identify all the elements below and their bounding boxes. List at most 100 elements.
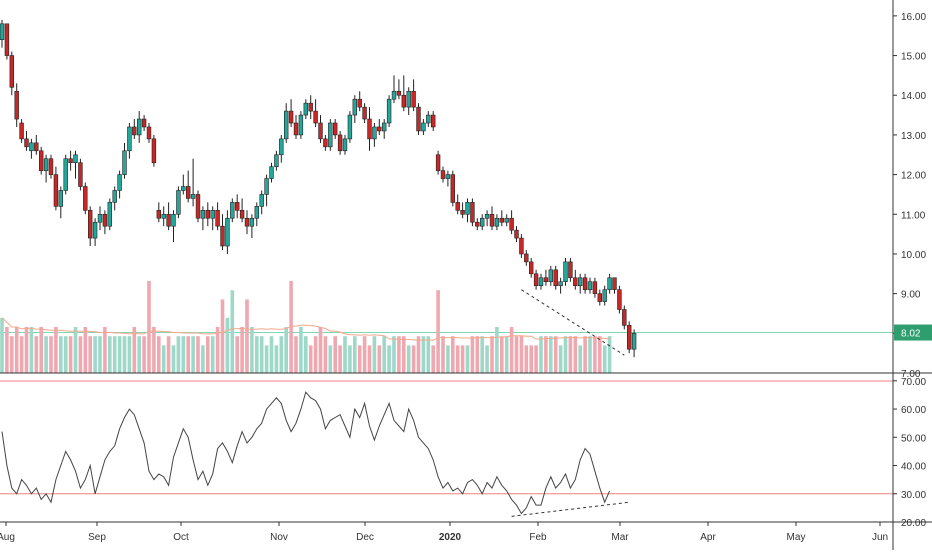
volume-bar — [206, 336, 210, 373]
candle-body — [553, 269, 558, 287]
volume-bar — [397, 336, 401, 373]
candle-body — [78, 162, 83, 187]
volume-bar — [451, 336, 455, 373]
volume-bar — [63, 336, 68, 373]
candle-body — [509, 217, 514, 231]
volume-bar — [201, 345, 205, 373]
volume-bar — [455, 345, 460, 373]
candle-body — [470, 202, 475, 223]
volume-bar — [411, 345, 416, 373]
candle-body — [607, 277, 612, 290]
volume-bar — [142, 336, 146, 373]
volume-bar — [588, 336, 592, 373]
candle-body — [367, 118, 372, 140]
volume-bar — [558, 345, 563, 373]
candle-body — [117, 174, 122, 191]
volume-bar — [93, 336, 97, 373]
volume-bar — [353, 336, 357, 373]
volume-bar — [534, 345, 538, 373]
volume-bar — [88, 336, 92, 373]
candle-body — [396, 90, 402, 96]
volume-bar — [519, 336, 524, 373]
volume-bar — [24, 327, 29, 373]
candle-body — [347, 114, 353, 140]
volume-bar — [68, 336, 73, 373]
candle-body — [288, 110, 294, 124]
candle-body — [504, 217, 509, 223]
volume-bar — [490, 336, 494, 373]
volume-bar — [549, 336, 553, 373]
candle-body — [279, 138, 284, 156]
candle-body — [538, 277, 544, 287]
candle-body — [210, 210, 215, 219]
volume-bar — [161, 345, 166, 373]
candle-body — [602, 289, 607, 302]
candle-body — [293, 122, 299, 136]
x-tick-label: Mar — [611, 532, 629, 543]
candle-body — [92, 221, 98, 239]
volume-bar — [294, 336, 298, 373]
candle-body — [455, 202, 460, 211]
volume-bar — [132, 327, 137, 373]
volume-bar — [108, 336, 112, 373]
volume-bar — [112, 336, 117, 373]
candle-body — [411, 90, 416, 108]
price-y-tick-label: 12.00 — [901, 171, 926, 182]
rsi-y-tick-label: 50.00 — [901, 433, 926, 444]
candle-body — [524, 253, 529, 263]
candle-body — [342, 138, 348, 152]
price-y-tick-label: 11.00 — [901, 210, 926, 221]
candle-body — [249, 217, 255, 227]
candle-body — [63, 158, 68, 191]
candle-body — [274, 154, 279, 167]
candle-body — [171, 213, 176, 227]
x-tick-label: Feb — [529, 532, 547, 543]
candle-body — [622, 309, 627, 326]
volume-bar — [269, 336, 274, 373]
volume-bar — [313, 336, 318, 373]
volume-bar — [372, 336, 377, 373]
candle-body — [102, 213, 108, 227]
candle-body — [127, 126, 132, 152]
candle-body — [430, 114, 436, 128]
volume-bar — [215, 327, 220, 373]
volume-bar — [157, 336, 161, 373]
x-tick-label: May — [787, 532, 806, 543]
candle-body — [0, 23, 5, 40]
volume-bar — [166, 336, 171, 373]
volume-bar — [117, 336, 122, 373]
rsi-series — [0, 391, 893, 517]
candle-body — [494, 217, 500, 227]
candle-body — [205, 210, 210, 219]
volume-bar — [5, 327, 9, 373]
volume-bar — [504, 336, 509, 373]
candle-body — [225, 217, 230, 247]
candle-body — [587, 281, 593, 290]
volume-bar — [225, 317, 230, 373]
volume-bar — [539, 336, 543, 373]
volume-bar — [264, 345, 269, 373]
trendlines-group — [521, 289, 625, 356]
candle-body — [352, 98, 357, 116]
volume-bar — [289, 281, 293, 373]
candle-body — [460, 210, 465, 215]
price-y-tick-label: 14.00 — [901, 91, 926, 102]
volume-bar — [220, 299, 225, 373]
volume-bar — [593, 336, 597, 373]
volume-bar — [578, 345, 582, 373]
candle-body — [58, 190, 64, 207]
candle-body — [132, 126, 137, 136]
candle-body — [19, 122, 24, 140]
candle-body — [166, 213, 171, 227]
volume-bar — [103, 327, 107, 373]
volume-bar — [279, 336, 284, 373]
candle-body — [122, 150, 127, 175]
volume-bar — [406, 345, 411, 373]
candle-body — [377, 126, 382, 132]
candle-body — [612, 277, 617, 290]
price-trendline — [521, 289, 625, 356]
volume-bar — [176, 336, 181, 373]
x-tick-label: Aug — [0, 532, 15, 543]
